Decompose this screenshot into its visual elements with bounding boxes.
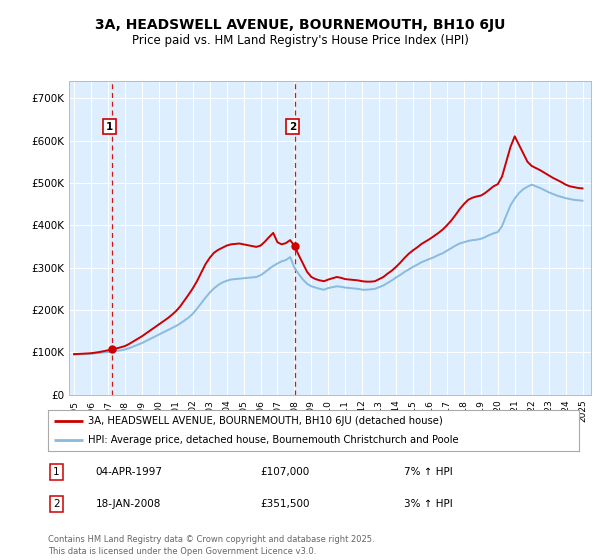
Text: £107,000: £107,000 (260, 467, 310, 477)
Text: 3A, HEADSWELL AVENUE, BOURNEMOUTH, BH10 6JU: 3A, HEADSWELL AVENUE, BOURNEMOUTH, BH10 … (95, 18, 505, 32)
Text: 2: 2 (53, 500, 60, 509)
Text: 1: 1 (53, 467, 60, 477)
Text: 3A, HEADSWELL AVENUE, BOURNEMOUTH, BH10 6JU (detached house): 3A, HEADSWELL AVENUE, BOURNEMOUTH, BH10 … (88, 416, 443, 426)
Text: HPI: Average price, detached house, Bournemouth Christchurch and Poole: HPI: Average price, detached house, Bour… (88, 435, 458, 445)
Text: 2: 2 (289, 122, 296, 132)
Text: £351,500: £351,500 (260, 500, 310, 509)
Text: 3% ↑ HPI: 3% ↑ HPI (404, 500, 452, 509)
Text: Contains HM Land Registry data © Crown copyright and database right 2025.
This d: Contains HM Land Registry data © Crown c… (48, 535, 374, 556)
Text: 18-JAN-2008: 18-JAN-2008 (96, 500, 161, 509)
Text: Price paid vs. HM Land Registry's House Price Index (HPI): Price paid vs. HM Land Registry's House … (131, 34, 469, 48)
Text: 1: 1 (106, 122, 113, 132)
Text: 7% ↑ HPI: 7% ↑ HPI (404, 467, 452, 477)
Text: 04-APR-1997: 04-APR-1997 (96, 467, 163, 477)
